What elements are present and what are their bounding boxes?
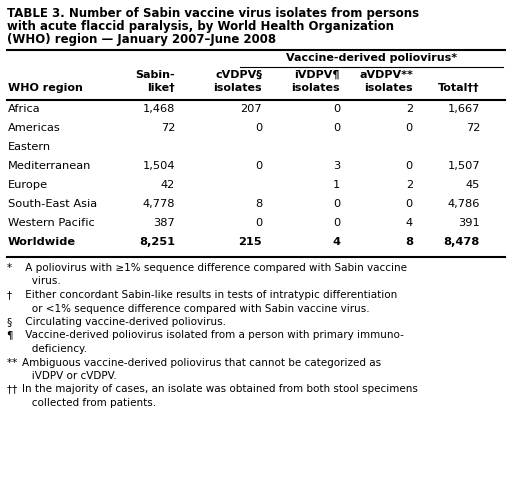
- Text: 4: 4: [332, 237, 340, 247]
- Text: 0: 0: [333, 104, 340, 114]
- Text: deficiency.: deficiency.: [22, 344, 87, 354]
- Text: Mediterranean: Mediterranean: [8, 161, 91, 171]
- Text: collected from patients.: collected from patients.: [22, 398, 156, 408]
- Text: 1: 1: [333, 180, 340, 190]
- Text: 387: 387: [153, 218, 175, 228]
- Text: *: *: [7, 263, 15, 273]
- Text: 4: 4: [406, 218, 413, 228]
- Text: 0: 0: [255, 123, 262, 133]
- Text: 0: 0: [333, 218, 340, 228]
- Text: isolates: isolates: [365, 83, 413, 93]
- Text: Europe: Europe: [8, 180, 48, 190]
- Text: **: **: [7, 357, 20, 367]
- Text: 8,478: 8,478: [444, 237, 480, 247]
- Text: TABLE 3. Number of Sabin vaccine virus isolates from persons: TABLE 3. Number of Sabin vaccine virus i…: [7, 7, 419, 20]
- Text: Worldwide: Worldwide: [8, 237, 76, 247]
- Text: Either concordant Sabin-like results in tests of intratypic differentiation: Either concordant Sabin-like results in …: [22, 290, 397, 300]
- Text: 391: 391: [458, 218, 480, 228]
- Text: iVDPV¶: iVDPV¶: [294, 70, 340, 80]
- Text: 72: 72: [465, 123, 480, 133]
- Text: 0: 0: [255, 218, 262, 228]
- Text: §: §: [7, 317, 15, 327]
- Text: 4,778: 4,778: [142, 199, 175, 209]
- Text: 8: 8: [255, 199, 262, 209]
- Text: iVDPV or cVDPV.: iVDPV or cVDPV.: [22, 371, 117, 381]
- Text: 72: 72: [161, 123, 175, 133]
- Text: 2: 2: [406, 180, 413, 190]
- Text: 0: 0: [333, 123, 340, 133]
- Text: 4,786: 4,786: [447, 199, 480, 209]
- Text: 1,507: 1,507: [447, 161, 480, 171]
- Text: isolates: isolates: [291, 83, 340, 93]
- Text: with acute flaccid paralysis, by World Health Organization: with acute flaccid paralysis, by World H…: [7, 20, 394, 33]
- Text: Western Pacific: Western Pacific: [8, 218, 95, 228]
- Text: 45: 45: [465, 180, 480, 190]
- Text: like†: like†: [147, 83, 175, 93]
- Text: Americas: Americas: [8, 123, 61, 133]
- Text: 2: 2: [406, 104, 413, 114]
- Text: virus.: virus.: [22, 277, 61, 287]
- Text: Total††: Total††: [438, 83, 480, 93]
- Text: 207: 207: [240, 104, 262, 114]
- Text: Sabin-: Sabin-: [135, 70, 175, 80]
- Text: 1,667: 1,667: [447, 104, 480, 114]
- Text: 0: 0: [406, 123, 413, 133]
- Text: Vaccine-derived poliovirus isolated from a person with primary immuno-: Vaccine-derived poliovirus isolated from…: [22, 331, 404, 341]
- Text: or <1% sequence difference compared with Sabin vaccine virus.: or <1% sequence difference compared with…: [22, 303, 370, 313]
- Text: Circulating vaccine-derived poliovirus.: Circulating vaccine-derived poliovirus.: [22, 317, 226, 327]
- Text: ¶: ¶: [7, 331, 17, 341]
- Text: 1,504: 1,504: [142, 161, 175, 171]
- Text: A poliovirus with ≥1% sequence difference compared with Sabin vaccine: A poliovirus with ≥1% sequence differenc…: [22, 263, 407, 273]
- Text: aVDPV**: aVDPV**: [359, 70, 413, 80]
- Text: (WHO) region — January 2007–June 2008: (WHO) region — January 2007–June 2008: [7, 33, 276, 46]
- Text: 3: 3: [333, 161, 340, 171]
- Text: 1,468: 1,468: [143, 104, 175, 114]
- Text: Vaccine-derived poliovirus*: Vaccine-derived poliovirus*: [286, 53, 457, 63]
- Text: †: †: [7, 290, 15, 300]
- Text: South-East Asia: South-East Asia: [8, 199, 97, 209]
- Text: WHO region: WHO region: [8, 83, 83, 93]
- Text: Ambiguous vaccine-derived poliovirus that cannot be categorized as: Ambiguous vaccine-derived poliovirus tha…: [22, 357, 381, 367]
- Text: ††: ††: [7, 385, 20, 395]
- Text: 0: 0: [406, 161, 413, 171]
- Text: 215: 215: [239, 237, 262, 247]
- Text: 0: 0: [333, 199, 340, 209]
- Text: 42: 42: [161, 180, 175, 190]
- Text: isolates: isolates: [214, 83, 262, 93]
- Text: Eastern: Eastern: [8, 142, 51, 152]
- Text: 0: 0: [406, 199, 413, 209]
- Text: 0: 0: [255, 161, 262, 171]
- Text: 8: 8: [405, 237, 413, 247]
- Text: 8,251: 8,251: [139, 237, 175, 247]
- Text: Africa: Africa: [8, 104, 40, 114]
- Text: In the majority of cases, an isolate was obtained from both stool specimens: In the majority of cases, an isolate was…: [22, 385, 418, 395]
- Text: cVDPV§: cVDPV§: [215, 70, 262, 80]
